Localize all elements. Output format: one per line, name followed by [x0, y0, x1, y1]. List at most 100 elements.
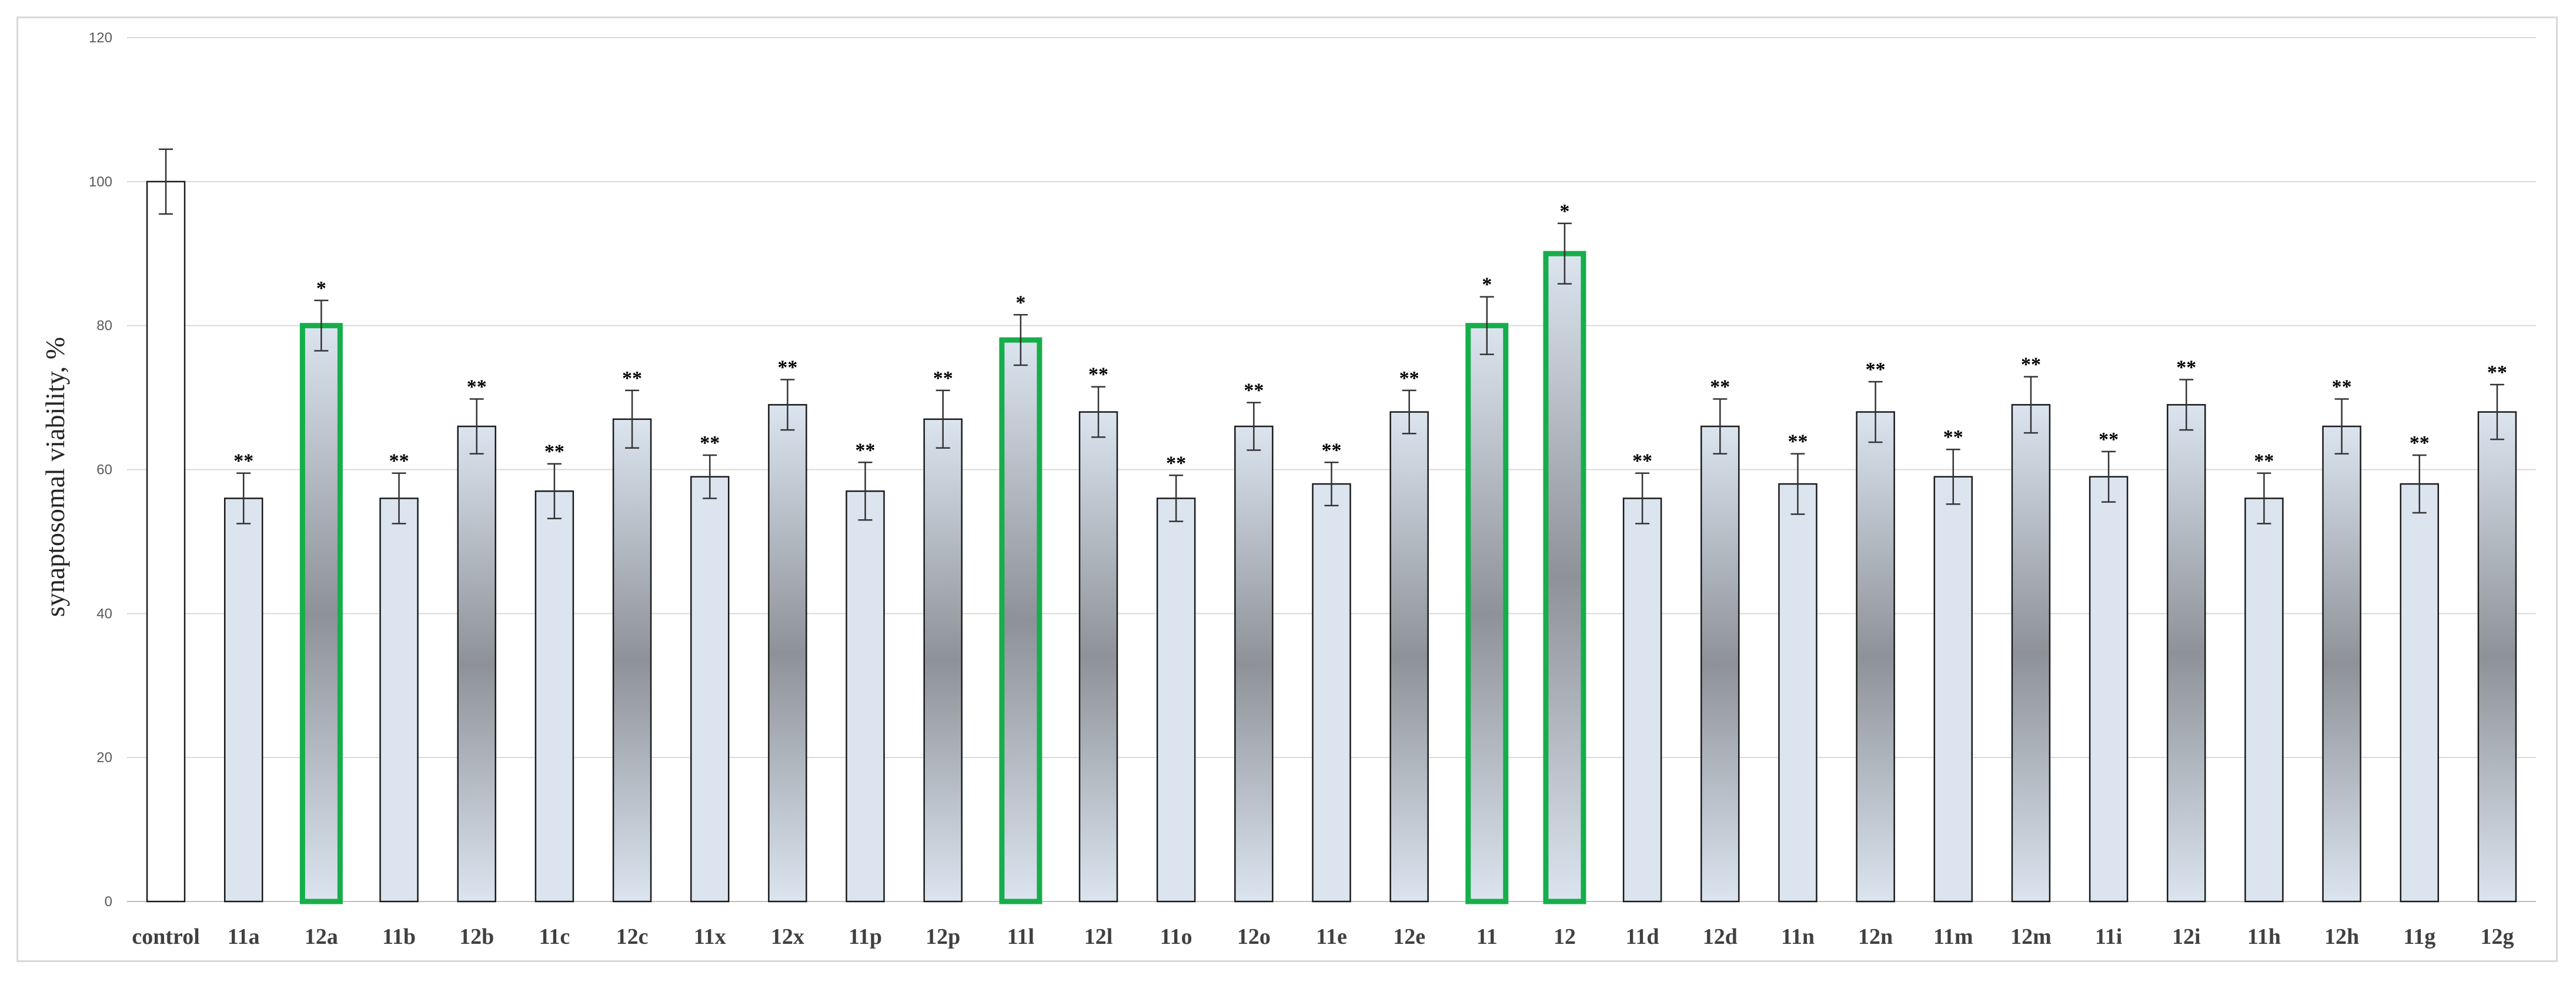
bar-12a — [299, 323, 343, 904]
significance-11: * — [1482, 274, 1492, 296]
x-tick-label-11x: 11x — [694, 924, 726, 949]
x-tick-label-11b: 11b — [382, 924, 416, 949]
x-tick-label-11l: 11l — [1007, 924, 1034, 949]
x-tick-label-11e: 11e — [1316, 924, 1347, 949]
significance-11x: ** — [700, 432, 720, 454]
bar-11o — [1156, 497, 1196, 903]
x-tick-label-12x: 12x — [771, 924, 804, 949]
significance-11l: * — [1015, 292, 1025, 313]
significance-11e: ** — [1322, 439, 1342, 461]
x-tick-label-12h: 12h — [2324, 924, 2359, 949]
significance-12o: ** — [1244, 380, 1264, 402]
significance-12: * — [1559, 201, 1569, 222]
x-tick-label-12n: 12n — [1858, 924, 1893, 949]
x-tick-label-11g: 11g — [2403, 924, 2435, 949]
bar-12m — [2011, 404, 2051, 903]
y-axis-ticks: 0 20 40 60 80 100 120 — [89, 30, 112, 910]
y-tick-label: 120 — [89, 30, 112, 46]
significance-12m: ** — [2021, 354, 2041, 376]
x-tick-label-11h: 11h — [2247, 924, 2281, 949]
bar-12l — [1078, 411, 1118, 903]
bar-12p — [923, 418, 963, 903]
x-tick-label-11o: 11o — [1160, 924, 1192, 949]
significance-11g: ** — [2410, 432, 2430, 454]
y-tick-label: 20 — [96, 750, 112, 766]
bar-12b — [457, 425, 496, 903]
bar-12e — [1389, 411, 1429, 903]
y-tick-label: 40 — [96, 606, 112, 622]
significance-11o: ** — [1166, 452, 1186, 474]
bar-11b — [379, 497, 419, 903]
bar-11i — [2089, 476, 2129, 903]
significance-11p: ** — [856, 439, 876, 461]
bar-12i — [2167, 404, 2206, 903]
significance-11c: ** — [544, 441, 564, 463]
x-tick-label-11c: 11c — [539, 924, 570, 949]
significance-12d: ** — [1710, 376, 1730, 398]
bar-11l — [999, 337, 1043, 904]
x-tick-label-control: control — [132, 924, 199, 949]
bar-control — [146, 181, 186, 903]
x-tick-label-11i: 11i — [2095, 924, 2122, 949]
y-tick-label: 0 — [105, 894, 112, 910]
significance-11i: ** — [2099, 429, 2119, 450]
bar-12g — [2477, 411, 2517, 903]
bar-12n — [1856, 411, 1895, 903]
bar-12o — [1234, 425, 1274, 903]
significance-11a: ** — [233, 450, 253, 472]
significance-11m: ** — [1943, 426, 1963, 448]
bar-11n — [1778, 483, 1817, 903]
significance-11b: ** — [389, 450, 409, 472]
significance-12i: ** — [2176, 356, 2196, 378]
x-tick-label-11n: 11n — [1781, 924, 1815, 949]
y-axis-title: synaptosomal viability, % — [40, 337, 70, 617]
bars: ****************************************… — [146, 148, 2517, 904]
bar-11m — [1933, 476, 1973, 903]
significance-12b: ** — [467, 376, 487, 398]
significance-12c: ** — [622, 368, 642, 389]
x-tick-label-11m: 11m — [1933, 924, 1973, 949]
bar-11g — [2400, 483, 2440, 903]
bar-11p — [846, 490, 885, 903]
x-tick-label-12c: 12c — [616, 924, 649, 949]
bar-12x — [768, 404, 807, 903]
x-tick-label-11: 11 — [1476, 924, 1498, 949]
x-tick-label-12i: 12i — [2172, 924, 2201, 949]
chart-frame: 0 20 40 60 80 100 120 ** * ** ** ** ** ** ** ** ** * ** **… — [16, 16, 2558, 962]
bar-11a — [223, 497, 263, 903]
bar-12 — [1543, 251, 1586, 904]
significance-12n: ** — [1866, 359, 1886, 380]
significance-12l: ** — [1088, 364, 1108, 386]
x-tick-label-12m: 12m — [2010, 924, 2052, 949]
x-tick-label-11d: 11d — [1626, 924, 1659, 949]
x-tick-label-12l: 12l — [1084, 924, 1113, 949]
x-tick-label-12: 12 — [1553, 924, 1576, 949]
significance-12p: ** — [933, 368, 953, 389]
bar-12h — [2322, 425, 2361, 903]
significance-12e: ** — [1399, 368, 1419, 389]
bar-12d — [1700, 425, 1740, 903]
x-tick-label-11a: 11a — [228, 924, 260, 949]
x-tick-label-12o: 12o — [1237, 924, 1271, 949]
bar-11x — [690, 476, 730, 903]
significance-12g: ** — [2487, 362, 2507, 383]
bar-11c — [534, 490, 574, 903]
x-tick-label-12g: 12g — [2480, 924, 2514, 949]
x-tick-label-11p: 11p — [848, 924, 882, 949]
significance-12x: ** — [777, 356, 797, 378]
x-tick-label-12e: 12e — [1393, 924, 1425, 949]
x-tick-label-12p: 12p — [926, 924, 960, 949]
significance-11n: ** — [1788, 431, 1807, 453]
significance-11d: ** — [1632, 450, 1652, 472]
significance-12h: ** — [2332, 376, 2352, 398]
bar-12c — [612, 418, 652, 903]
x-tick-label-12a: 12a — [305, 924, 338, 949]
y-tick-label: 80 — [96, 318, 112, 334]
bar-11 — [1465, 323, 1509, 904]
y-tick-label: 60 — [96, 462, 112, 478]
bar-11d — [1622, 497, 1662, 903]
y-tick-label: 100 — [89, 174, 112, 190]
x-tick-label-12b: 12b — [459, 924, 494, 949]
bar-11e — [1312, 483, 1351, 903]
